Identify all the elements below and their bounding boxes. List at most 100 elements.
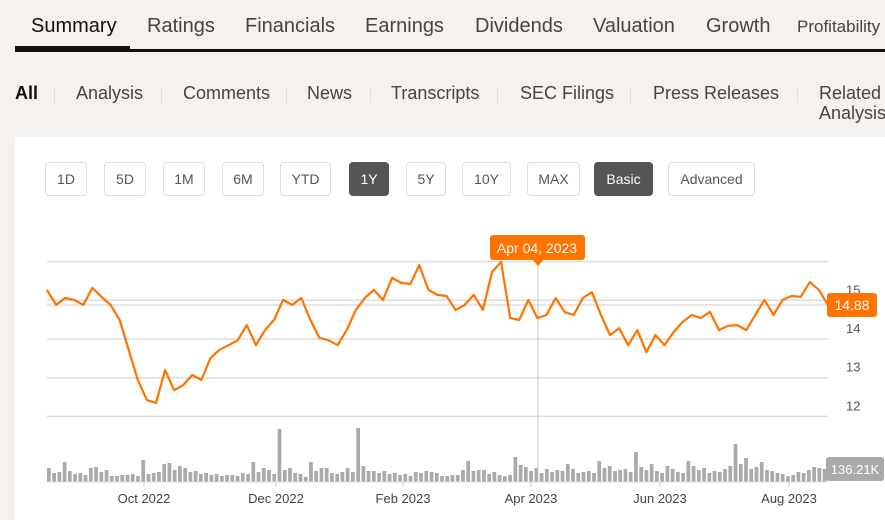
- tab-summary[interactable]: Summary: [31, 15, 117, 37]
- volume-bar: [434, 473, 439, 482]
- volume-bar: [424, 471, 429, 482]
- volume-bar: [791, 475, 796, 482]
- volume-bar: [655, 471, 659, 482]
- divider: [630, 87, 631, 103]
- volume-bar: [219, 476, 224, 482]
- volume-bar: [282, 470, 287, 482]
- subnav-related-analysis[interactable]: Related Analysis: [819, 83, 885, 123]
- mode-advanced-button[interactable]: Advanced: [668, 162, 755, 196]
- volume-bar: [335, 474, 340, 482]
- volume-bar: [345, 468, 350, 482]
- chart-panel: [15, 137, 885, 520]
- subnav-news[interactable]: News: [307, 83, 353, 103]
- volume-bar: [193, 471, 198, 482]
- volume-bar: [240, 473, 245, 482]
- volume-bar: [230, 475, 235, 482]
- subnav-transcripts[interactable]: Transcripts: [391, 83, 480, 103]
- tab-earnings[interactable]: Earnings: [365, 15, 444, 37]
- volume-bar: [366, 471, 371, 482]
- range-1y-button[interactable]: 1Y: [349, 162, 389, 196]
- subnav-sec-filings[interactable]: SEC Filings: [520, 83, 615, 103]
- volume-bar: [822, 469, 827, 482]
- range-5d-button[interactable]: 5D: [104, 162, 146, 196]
- volume-bar: [681, 473, 685, 482]
- volume-bar: [492, 472, 497, 482]
- volume-bar: [503, 476, 507, 482]
- volume-bar: [392, 473, 397, 482]
- range-max-button[interactable]: MAX: [527, 162, 580, 196]
- divider: [54, 87, 55, 103]
- volume-bar: [786, 476, 790, 482]
- y-tick-label: 13: [846, 360, 860, 375]
- tab-dividends[interactable]: Dividends: [475, 15, 563, 37]
- volume-bar: [309, 462, 313, 482]
- volume-bar: [623, 469, 628, 482]
- volume-bar: [413, 472, 418, 482]
- volume-bar: [675, 472, 680, 482]
- volume-bar: [209, 475, 214, 482]
- volume-bar: [151, 473, 156, 482]
- volume-bar: [136, 476, 140, 482]
- volume-bar: [267, 470, 271, 482]
- volume-bar: [649, 464, 654, 482]
- last-volume-badge: [826, 457, 884, 481]
- volume-bar: [235, 476, 240, 482]
- volume-bar: [293, 473, 298, 482]
- volume-bar: [115, 476, 119, 482]
- volume-bar: [277, 429, 282, 482]
- volume-bar: [707, 473, 712, 482]
- volume-bar: [686, 461, 691, 482]
- volume-bar: [204, 473, 208, 482]
- range-6m-button[interactable]: 6M: [222, 162, 264, 196]
- volume-bar: [47, 468, 51, 482]
- active-tab-indicator: [15, 46, 130, 51]
- volume-bar: [539, 473, 544, 482]
- subnav-all[interactable]: All: [15, 83, 39, 103]
- divider: [161, 87, 162, 103]
- tab-ratings[interactable]: Ratings: [147, 15, 215, 37]
- volume-bar: [461, 470, 465, 482]
- range-5y-button[interactable]: 5Y: [406, 162, 446, 196]
- tab-financials[interactable]: Financials: [245, 15, 336, 37]
- range-10y-button[interactable]: 10Y: [462, 162, 511, 196]
- volume-bar: [445, 476, 450, 482]
- volume-bar: [109, 476, 114, 482]
- volume-bar: [104, 470, 109, 482]
- volume-bar: [272, 474, 277, 482]
- volume-bar: [639, 467, 644, 482]
- volume-bar: [534, 468, 539, 482]
- volume-bar: [597, 461, 602, 482]
- volume-bar: [644, 470, 649, 482]
- price-line: [46, 260, 829, 404]
- tab-profitability[interactable]: Profitability: [797, 17, 881, 36]
- x-tick-label: Oct 2022: [118, 491, 171, 506]
- volume-bar: [330, 473, 334, 482]
- volume-bar: [351, 472, 355, 482]
- volume-bar: [419, 473, 423, 482]
- range-1m-button[interactable]: 1M: [163, 162, 205, 196]
- subnav-press-releases[interactable]: Press Releases: [653, 83, 780, 103]
- volume-bar: [67, 471, 72, 482]
- volume-bar: [796, 472, 801, 482]
- tab-growth[interactable]: Growth: [706, 15, 771, 37]
- volume-bar: [120, 475, 125, 482]
- range-1d-button[interactable]: 1D: [45, 162, 87, 196]
- volume-bar: [759, 462, 764, 482]
- volume-bar: [455, 475, 460, 482]
- subnav-analysis[interactable]: Analysis: [76, 83, 144, 103]
- subnav-comments[interactable]: Comments: [183, 83, 271, 103]
- volume-bar: [440, 476, 444, 482]
- last-price-label: 14.88: [834, 297, 869, 313]
- mode-basic-button[interactable]: Basic: [594, 162, 653, 196]
- volume-bar: [450, 475, 455, 482]
- volume-bar: [765, 470, 769, 482]
- range-ytd-button[interactable]: YTD: [280, 162, 331, 196]
- volume-bar: [628, 472, 633, 482]
- volume-bar: [125, 475, 130, 482]
- volume-bar: [712, 471, 717, 482]
- volume-bar: [749, 469, 754, 482]
- volume-bar: [513, 457, 518, 482]
- volume-bar: [146, 474, 151, 482]
- tab-valuation[interactable]: Valuation: [593, 15, 675, 37]
